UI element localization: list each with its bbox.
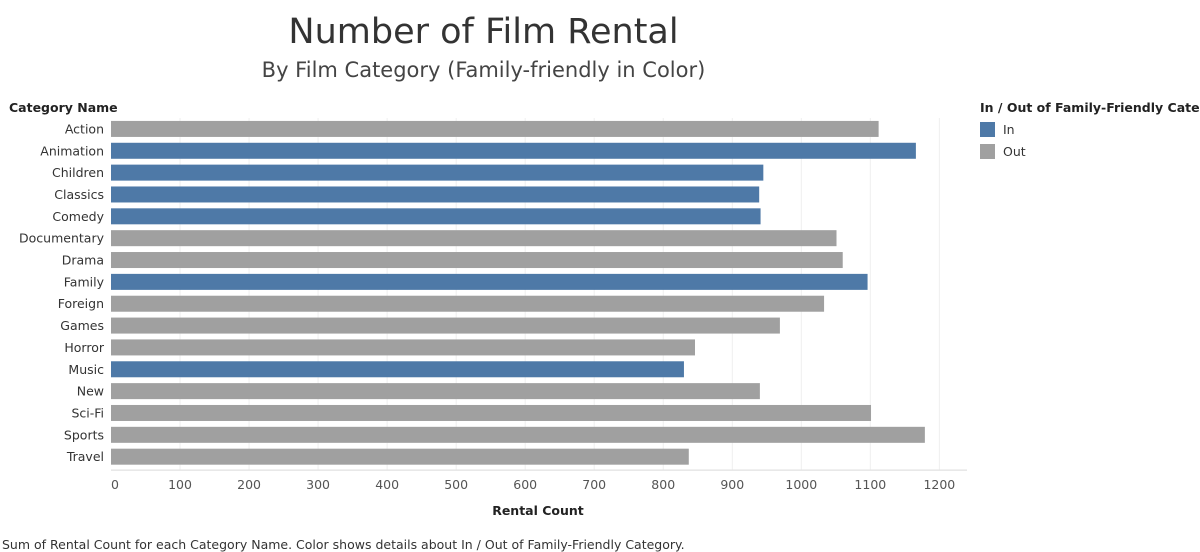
category-label-comedy: Comedy [52, 209, 104, 224]
legend-item-out[interactable]: Out [980, 143, 1200, 159]
bar-sports [111, 426, 925, 443]
bar-music [111, 361, 684, 378]
category-label-new: New [77, 384, 104, 399]
x-tick-label-700: 700 [582, 477, 606, 492]
y-axis-header: Category Name [9, 100, 118, 115]
category-label-sports: Sports [64, 427, 104, 442]
category-label-documentary: Documentary [19, 231, 105, 246]
legend-item-in[interactable]: In [980, 121, 1200, 137]
category-label-foreign: Foreign [58, 296, 104, 311]
x-axis-title: Rental Count [492, 503, 584, 518]
x-tick-label-300: 300 [306, 477, 330, 492]
bar-games [111, 317, 780, 334]
chart-caption: Sum of Rental Count for each Category Na… [2, 537, 685, 552]
category-label-sci-fi: Sci-Fi [71, 405, 104, 420]
x-tick-label-1100: 1100 [854, 477, 886, 492]
legend-swatch-in [980, 121, 995, 137]
bar-children [111, 164, 764, 181]
x-tick-label-900: 900 [720, 477, 744, 492]
legend-swatch-out [980, 143, 995, 159]
bar-classics [111, 186, 760, 203]
bar-action [111, 120, 879, 137]
bar-chart: Action Animation Children Classics Comedy Doc… [19, 118, 967, 518]
category-label-horror: Horror [64, 340, 104, 355]
category-label-drama: Drama [62, 253, 104, 268]
legend-title: In / Out of Family-Friendly Category [980, 100, 1200, 115]
x-tick-label-400: 400 [375, 477, 399, 492]
x-tick-label-0: 0 [111, 477, 119, 492]
bar-new [111, 383, 760, 400]
legend-label-in: In [1003, 121, 1015, 137]
category-label-animation: Animation [40, 143, 104, 158]
x-tick-label-500: 500 [444, 477, 468, 492]
x-tick-label-800: 800 [651, 477, 675, 492]
category-label-action: Action [65, 121, 104, 136]
bar-travel [111, 448, 689, 465]
bar-foreign [111, 295, 825, 312]
bar-documentary [111, 230, 837, 247]
category-label-children: Children [52, 165, 104, 180]
category-label-games: Games [60, 318, 104, 333]
bar-animation [111, 142, 916, 159]
chart-title: Number of Film Rental [288, 12, 679, 52]
x-tick-label-600: 600 [513, 477, 537, 492]
bar-horror [111, 339, 695, 356]
legend-label-out: Out [1003, 143, 1026, 159]
category-label-travel: Travel [66, 449, 104, 464]
bar-drama [111, 252, 843, 269]
bar-family [111, 273, 868, 290]
category-label-music: Music [68, 362, 104, 377]
bar-comedy [111, 208, 761, 225]
x-tick-label-200: 200 [237, 477, 261, 492]
chart-subtitle: By Film Category (Family-friendly in Col… [261, 58, 706, 82]
x-tick-label-1000: 1000 [785, 477, 817, 492]
category-label-family: Family [64, 274, 105, 289]
legend: In / Out of Family-Friendly Category In … [980, 100, 1200, 159]
category-label-classics: Classics [54, 187, 104, 202]
bar-sci-fi [111, 404, 872, 421]
x-tick-label-100: 100 [168, 477, 192, 492]
x-tick-label-1200: 1200 [923, 477, 955, 492]
